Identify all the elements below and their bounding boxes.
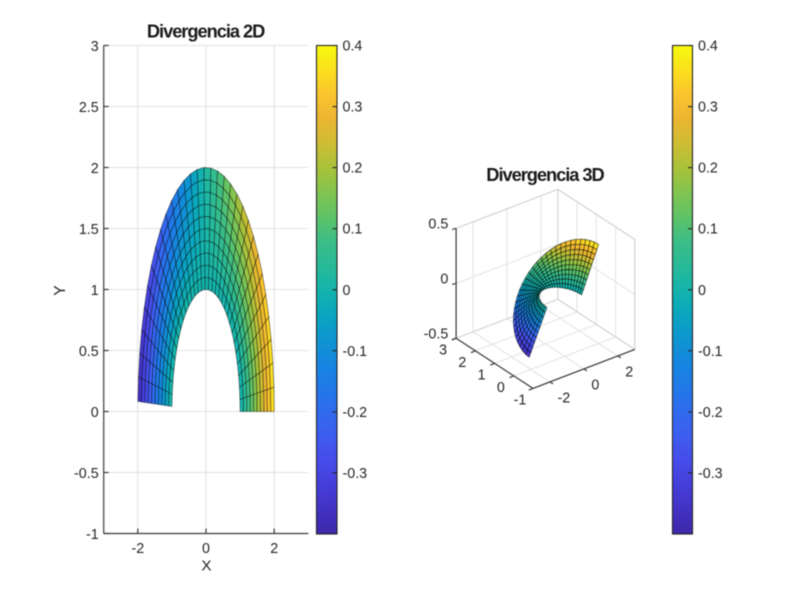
svg-text:Divergencia 2D: Divergencia 2D (147, 20, 265, 41)
svg-text:-0.3: -0.3 (698, 466, 723, 482)
svg-text:0.4: 0.4 (343, 39, 363, 55)
svg-text:0: 0 (591, 378, 599, 394)
svg-text:-1: -1 (514, 392, 527, 408)
svg-text:0.1: 0.1 (698, 222, 718, 238)
svg-text:3: 3 (91, 39, 99, 55)
svg-text:X: X (201, 557, 211, 574)
svg-text:2: 2 (270, 541, 278, 557)
svg-text:Y: Y (52, 285, 69, 296)
svg-text:Divergencia 3D: Divergencia 3D (486, 164, 604, 185)
svg-text:2.5: 2.5 (79, 100, 99, 116)
svg-text:-2: -2 (131, 541, 144, 557)
svg-text:1: 1 (91, 283, 99, 299)
svg-text:0: 0 (698, 283, 706, 299)
svg-text:2: 2 (91, 161, 99, 177)
svg-text:0: 0 (91, 405, 99, 421)
svg-text:0.5: 0.5 (428, 217, 448, 233)
svg-text:-0.2: -0.2 (698, 405, 723, 421)
svg-text:-0.2: -0.2 (343, 405, 368, 421)
svg-text:-0.3: -0.3 (343, 466, 368, 482)
svg-text:-0.5: -0.5 (74, 466, 99, 482)
svg-text:0: 0 (440, 272, 448, 288)
svg-text:2: 2 (625, 365, 633, 381)
svg-text:0: 0 (202, 541, 210, 557)
svg-text:1.5: 1.5 (79, 222, 99, 238)
svg-text:0.2: 0.2 (343, 161, 363, 177)
svg-text:0: 0 (497, 380, 505, 396)
svg-text:2: 2 (458, 355, 466, 371)
svg-text:-0.1: -0.1 (343, 344, 368, 360)
svg-text:0.1: 0.1 (343, 222, 363, 238)
svg-text:-2: -2 (558, 391, 571, 407)
svg-text:-1: -1 (86, 527, 99, 543)
svg-text:-0.1: -0.1 (698, 344, 723, 360)
svg-text:3: 3 (439, 342, 447, 358)
svg-text:0.5: 0.5 (79, 344, 99, 360)
svg-text:0.3: 0.3 (698, 100, 718, 116)
svg-text:0.4: 0.4 (698, 39, 718, 55)
svg-text:1: 1 (478, 367, 486, 383)
svg-text:0: 0 (343, 283, 351, 299)
svg-text:0.3: 0.3 (343, 100, 363, 116)
svg-text:-0.5: -0.5 (424, 327, 449, 343)
svg-text:0.2: 0.2 (698, 161, 718, 177)
